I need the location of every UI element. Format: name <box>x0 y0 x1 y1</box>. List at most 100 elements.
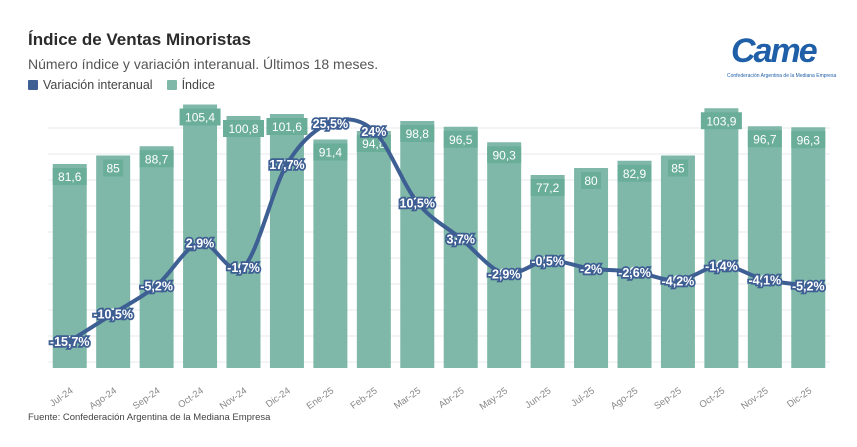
line-label: -4,2% <box>662 274 695 288</box>
bar-label: 103,9 <box>706 114 736 128</box>
bar-label-bg <box>313 143 348 161</box>
line-label: -10,5% <box>93 308 133 322</box>
bar-label-bg <box>179 108 221 126</box>
bar-label-bg <box>747 130 782 148</box>
bar-label: 101,6 <box>272 120 302 134</box>
bar <box>617 160 652 368</box>
x-tick-label: Dic-24 <box>264 385 293 410</box>
legend-label-indice: Índice <box>181 78 215 92</box>
x-tick-label: Oct-25 <box>697 385 727 410</box>
line-point <box>672 275 684 286</box>
x-tick-label: Feb-25 <box>349 385 380 411</box>
legend-swatch-bar <box>166 80 177 90</box>
line-label: -2,6% <box>618 266 651 280</box>
line-point <box>238 261 249 273</box>
bar <box>356 131 391 368</box>
bar <box>400 121 435 368</box>
line-point <box>498 268 510 279</box>
x-tick-label: Oct-24 <box>176 385 206 410</box>
bar-label-bg <box>791 131 826 149</box>
bar-label-bg <box>667 159 688 177</box>
bar-label: 85 <box>106 162 120 176</box>
line-point <box>716 260 727 271</box>
bar-label-bg <box>581 172 602 189</box>
bar-label-bg <box>400 125 435 142</box>
line-point <box>803 280 814 291</box>
x-tick-label: Nov-25 <box>739 385 770 412</box>
line-point <box>368 125 380 137</box>
bar <box>96 155 131 368</box>
line-label: -1,7% <box>227 261 260 275</box>
line-label: -5,2% <box>140 280 173 294</box>
bar-label-bg <box>103 159 124 177</box>
series-line-variacion <box>68 117 809 343</box>
legend-label-variacion: Variación interanual <box>43 78 153 92</box>
line-point <box>542 255 553 266</box>
bar <box>791 127 826 368</box>
line-label: 2,9% <box>186 237 215 251</box>
bar-label: 91,4 <box>319 146 343 160</box>
x-tick-label: Jun-25 <box>523 385 553 411</box>
legend: Variación interanual Índice <box>28 78 215 92</box>
line-point <box>194 237 206 248</box>
line-label: 17,7% <box>269 158 304 172</box>
bar-label: 90,3 <box>492 148 516 162</box>
x-tick-label: Dic-25 <box>785 385 814 410</box>
line-label: 25,5% <box>313 117 348 131</box>
line-point <box>585 263 597 274</box>
line-point <box>281 158 293 170</box>
bar-label-bg <box>266 118 308 135</box>
bar-label: 96,7 <box>753 132 777 146</box>
bar-label: 82,9 <box>623 167 647 181</box>
line-point <box>107 308 119 319</box>
x-tick-label: Nov-24 <box>218 385 249 412</box>
x-tick-label: Ago-25 <box>609 385 640 412</box>
x-tick-label: Sep-25 <box>652 385 683 412</box>
line-label: -4,1% <box>749 274 782 288</box>
line-point <box>412 197 423 208</box>
bar <box>487 142 522 368</box>
x-tick-label: May-25 <box>478 385 510 412</box>
bar <box>226 116 261 368</box>
line-label: -0,5% <box>531 255 564 269</box>
line-point <box>151 280 162 291</box>
line-label: -2,9% <box>488 267 521 281</box>
bar-label: 96,3 <box>797 133 821 147</box>
bar <box>313 139 348 368</box>
bar-label: 100,8 <box>228 122 258 136</box>
legend-swatch-line <box>28 80 38 90</box>
chart-subtitle: Número índice y variación interanual. Úl… <box>28 56 379 72</box>
line-point <box>629 266 640 278</box>
line-label: -2% <box>580 263 602 277</box>
line-label: -5,2% <box>792 280 825 294</box>
line-point <box>64 335 75 347</box>
bar <box>660 155 695 368</box>
line-label: -15,7% <box>50 335 90 349</box>
bar-label-bg <box>700 112 742 130</box>
line-label: -1,4% <box>705 259 738 273</box>
x-tick-label: Mar-25 <box>392 385 423 411</box>
bar <box>183 104 218 368</box>
line-label: 24% <box>361 125 386 139</box>
bar-label: 77,2 <box>536 181 560 195</box>
line-label: 10,5% <box>400 196 435 210</box>
bar-label: 80 <box>584 174 598 188</box>
legend-item-variacion: Variación interanual <box>28 78 153 92</box>
line-point <box>325 117 336 129</box>
bar-label-bg <box>617 164 652 182</box>
bar <box>704 108 739 368</box>
x-tick-label: Jul-24 <box>48 385 76 409</box>
bar <box>747 126 782 368</box>
logo-tagline: Confederación Argentina de la Mediana Em… <box>727 73 837 79</box>
bar-label: 85 <box>671 162 685 176</box>
chart-title: Índice de Ventas Minoristas <box>28 30 251 49</box>
x-tick-label: Abr-25 <box>437 385 467 410</box>
bar-label: 81,6 <box>58 170 82 184</box>
x-tick-label: Sep-24 <box>131 385 162 412</box>
line-point <box>759 274 771 285</box>
came-logo: Came Confederación Argentina de la Media… <box>727 32 836 84</box>
bar-label-bg <box>443 130 478 148</box>
legend-item-indice: Índice <box>166 78 215 92</box>
bar <box>530 175 565 368</box>
